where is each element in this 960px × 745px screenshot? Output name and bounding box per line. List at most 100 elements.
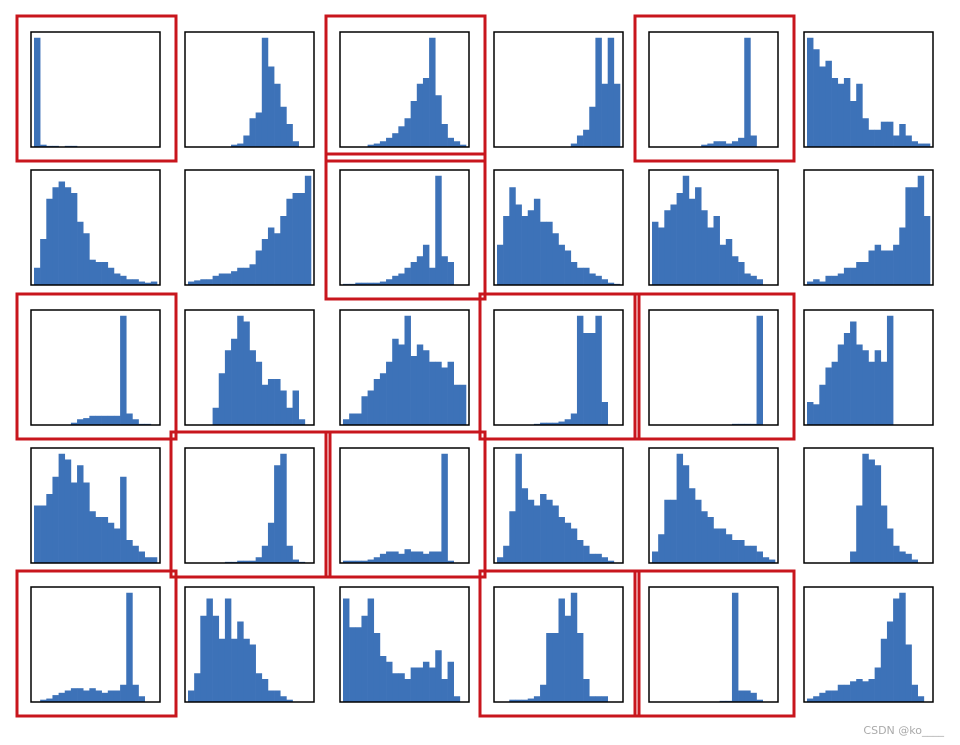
bar — [373, 633, 381, 702]
bar — [70, 688, 78, 702]
bar — [95, 517, 102, 563]
bar — [429, 267, 436, 285]
bar — [447, 661, 454, 702]
bar — [923, 216, 931, 285]
bar — [583, 333, 590, 425]
bar — [89, 688, 96, 702]
bar — [355, 282, 362, 285]
bar — [286, 545, 293, 563]
bar — [807, 402, 814, 425]
bar — [453, 141, 461, 147]
bar — [286, 699, 293, 702]
bar — [868, 459, 875, 563]
bar — [831, 690, 839, 702]
bar — [416, 256, 424, 285]
bar — [868, 250, 875, 285]
bar — [813, 696, 820, 702]
bar — [546, 422, 553, 425]
bar — [249, 118, 256, 147]
bar — [386, 279, 393, 285]
bar — [361, 560, 368, 563]
plot-frame — [30, 309, 161, 426]
bar — [52, 695, 59, 702]
bar — [150, 281, 158, 285]
bar — [813, 404, 820, 425]
bar — [911, 684, 918, 702]
bar — [286, 407, 293, 425]
bar — [725, 534, 733, 563]
bar — [762, 557, 770, 563]
bar — [570, 262, 578, 285]
bar — [899, 227, 906, 285]
bar — [570, 528, 578, 563]
bar — [441, 679, 448, 702]
bar — [713, 528, 720, 563]
bar — [237, 143, 244, 147]
plot-frame — [803, 586, 934, 703]
bar — [595, 696, 602, 702]
bar — [905, 644, 912, 702]
highlight-box — [324, 430, 487, 579]
bar — [825, 367, 832, 425]
bar — [738, 137, 745, 147]
bar — [120, 315, 127, 425]
bar — [744, 690, 751, 702]
plot-frame — [184, 169, 315, 286]
bar — [367, 144, 375, 147]
highlight-box — [633, 14, 796, 163]
bar — [435, 95, 442, 147]
bar — [558, 517, 565, 563]
bar — [64, 459, 72, 563]
bar — [386, 551, 393, 563]
bar — [813, 49, 820, 147]
bar — [367, 390, 375, 425]
bar — [429, 361, 436, 425]
bar — [435, 175, 442, 285]
plot-frame — [803, 447, 934, 564]
bar — [527, 210, 535, 285]
bar — [540, 221, 547, 285]
bar — [589, 696, 596, 702]
highlight-box — [633, 569, 796, 718]
bar — [719, 528, 727, 563]
bar — [843, 333, 851, 425]
bar — [843, 267, 851, 285]
bar — [880, 361, 888, 425]
bar — [441, 256, 448, 285]
bar — [652, 221, 659, 285]
bar — [107, 267, 115, 285]
bar — [231, 338, 238, 425]
bar — [188, 281, 195, 285]
bar — [416, 344, 424, 425]
bar — [280, 106, 287, 147]
bar — [212, 615, 220, 702]
bar — [886, 621, 894, 702]
bar — [416, 83, 424, 147]
bar — [819, 384, 826, 425]
bar — [850, 681, 857, 702]
plot-frame — [184, 586, 315, 703]
bar — [343, 598, 350, 702]
bar — [453, 384, 461, 425]
bar — [707, 517, 714, 563]
bar — [398, 673, 405, 702]
bar — [237, 560, 244, 563]
bar — [392, 338, 399, 425]
plot-frame — [339, 447, 470, 564]
bar — [113, 415, 121, 425]
bar — [292, 141, 299, 147]
bar — [200, 279, 207, 285]
bar — [756, 551, 763, 563]
bar — [719, 141, 727, 147]
bar — [713, 141, 720, 147]
bar — [255, 557, 263, 563]
bar — [503, 216, 510, 285]
bar — [856, 679, 863, 702]
bar — [701, 210, 708, 285]
bar — [261, 37, 269, 147]
bar — [856, 83, 863, 147]
bar — [361, 282, 368, 285]
bar — [392, 275, 399, 285]
bar — [298, 419, 306, 425]
bar — [40, 144, 47, 147]
